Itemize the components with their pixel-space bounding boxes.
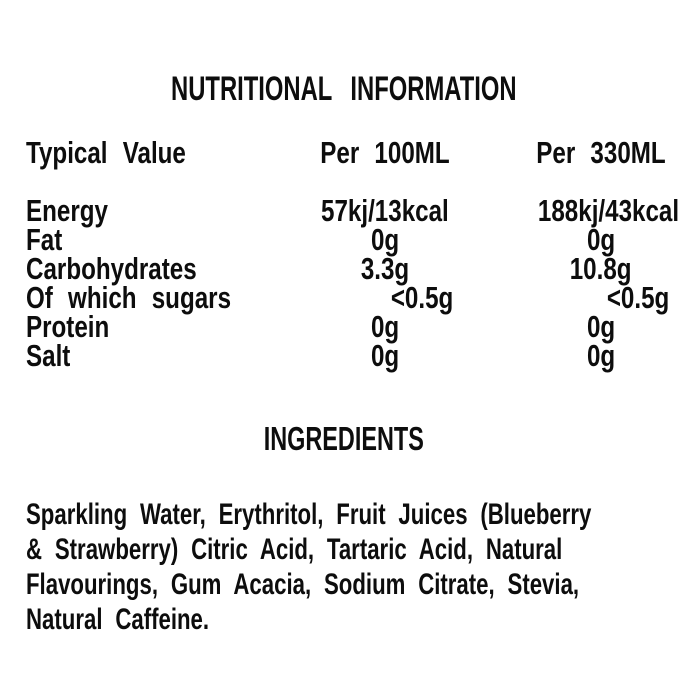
row-value-100ml: 57kj/13kcal <box>321 193 449 228</box>
row-value-330ml: 0g <box>586 309 616 344</box>
row-label: Carbohydrates <box>26 251 197 286</box>
row-value-100ml: 3.3g <box>360 251 410 286</box>
row-value-330ml: <0.5g <box>606 280 670 315</box>
row-value-100ml: <0.5g <box>390 280 454 315</box>
nutrition-table: Energy 57kj/13kcal 188kj/43kcal Fat 0g 0… <box>0 193 688 373</box>
row-value-100ml: 0g <box>370 309 400 344</box>
row-label: Of which sugars <box>26 280 232 315</box>
ingredients-heading-text: INGREDIENTS <box>263 420 425 457</box>
row-value-100ml: 0g <box>370 338 400 373</box>
page-title: NUTRITIONAL INFORMATION <box>0 72 688 106</box>
row-label: Protein <box>26 309 110 344</box>
label-content: NUTRITIONAL INFORMATION Typical Value Pe… <box>0 72 688 637</box>
row-value-330ml: 188kj/43kcal <box>537 193 680 228</box>
row-value-100ml: 0g <box>370 222 400 257</box>
row-value-330ml: 0g <box>586 222 616 257</box>
table-row-energy: Energy 57kj/13kcal 188kj/43kcal <box>0 193 688 228</box>
header-typical-value: Typical Value <box>26 135 186 170</box>
table-row-salt: Salt 0g 0g <box>0 338 688 373</box>
ingredients-line: Natural Caffeine. <box>26 603 210 636</box>
table-header-row: Typical Value Per 100ML Per 330ML <box>0 135 688 170</box>
table-row-carbohydrates: Carbohydrates 3.3g 10.8g <box>0 251 688 286</box>
table-row-protein: Protein 0g 0g <box>0 309 688 344</box>
row-label: Salt <box>26 338 71 373</box>
ingredients-list: Sparkling Water, Erythritol, Fruit Juice… <box>26 497 692 637</box>
header-per-330ml: Per 330ML <box>536 135 666 170</box>
page-title-text: NUTRITIONAL INFORMATION <box>171 70 517 108</box>
ingredients-line: Sparkling Water, Erythritol, Fruit Juice… <box>26 498 592 531</box>
table-row-fat: Fat 0g 0g <box>0 222 688 257</box>
ingredients-line: & Strawberry) Citric Acid, Tartaric Acid… <box>26 533 563 566</box>
row-value-330ml: 0g <box>586 338 616 373</box>
header-per-100ml: Per 100ML <box>320 135 450 170</box>
ingredients-heading: INGREDIENTS <box>0 422 688 455</box>
row-label: Energy <box>26 193 108 228</box>
ingredients-line: Flavourings, Gum Acacia, Sodium Citrate,… <box>26 568 580 601</box>
row-value-330ml: 10.8g <box>570 251 632 286</box>
table-row-sugars: Of which sugars <0.5g <0.5g <box>0 280 688 315</box>
row-label: Fat <box>26 222 63 257</box>
